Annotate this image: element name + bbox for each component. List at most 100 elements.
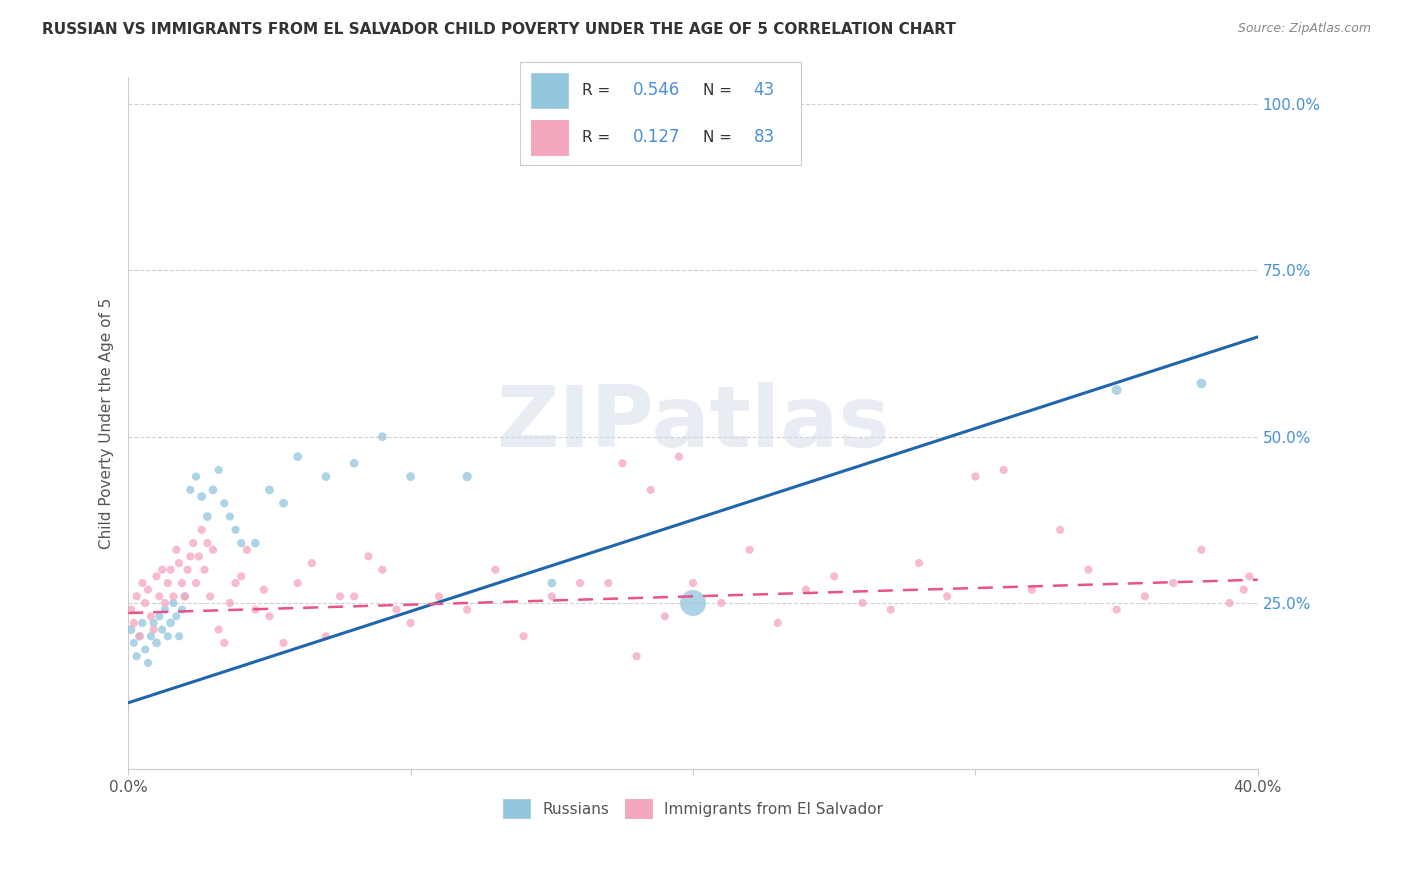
Point — [219, 596, 242, 610]
Point — [245, 536, 267, 550]
Point — [1189, 376, 1212, 391]
Point — [165, 609, 187, 624]
Point — [187, 549, 209, 564]
Point — [259, 609, 281, 624]
Point — [710, 596, 733, 610]
Point — [179, 549, 201, 564]
Point — [148, 590, 170, 604]
Point — [153, 596, 176, 610]
Point — [136, 656, 159, 670]
Point — [150, 623, 173, 637]
Point — [231, 536, 253, 550]
Point — [142, 615, 165, 630]
Point — [125, 590, 148, 604]
Point — [1133, 590, 1156, 604]
Point — [273, 496, 295, 510]
Point — [612, 456, 634, 470]
Bar — [531, 73, 568, 108]
Point — [122, 636, 145, 650]
Point — [654, 609, 676, 624]
Point — [1077, 563, 1099, 577]
Point — [273, 636, 295, 650]
Text: R =: R = — [582, 83, 616, 97]
Text: N =: N = — [703, 130, 737, 145]
Point — [569, 576, 592, 591]
Point — [179, 483, 201, 497]
Point — [371, 563, 394, 577]
Point — [156, 576, 179, 591]
Point — [122, 615, 145, 630]
Point — [329, 590, 352, 604]
Point — [880, 602, 903, 616]
Point — [315, 629, 337, 643]
Point — [173, 590, 195, 604]
Point — [1105, 383, 1128, 397]
Point — [512, 629, 534, 643]
Point — [167, 629, 190, 643]
Point — [598, 576, 620, 591]
Point — [287, 576, 309, 591]
Point — [682, 596, 704, 610]
Point — [399, 469, 422, 483]
Point — [190, 490, 212, 504]
Point — [139, 609, 162, 624]
Point — [142, 623, 165, 637]
Point — [136, 582, 159, 597]
Point — [120, 602, 142, 616]
Point — [301, 556, 323, 570]
Point — [207, 463, 229, 477]
Point — [540, 590, 562, 604]
Point — [201, 542, 224, 557]
Text: ZIPatlas: ZIPatlas — [496, 382, 890, 465]
Point — [170, 576, 193, 591]
Point — [150, 563, 173, 577]
Text: Source: ZipAtlas.com: Source: ZipAtlas.com — [1237, 22, 1371, 36]
Point — [1161, 576, 1184, 591]
Text: 0.546: 0.546 — [633, 81, 681, 99]
Text: R =: R = — [582, 130, 620, 145]
Text: 83: 83 — [754, 128, 775, 146]
Point — [207, 623, 229, 637]
Point — [190, 523, 212, 537]
Point — [184, 469, 207, 483]
Point — [145, 636, 167, 650]
Point — [640, 483, 662, 497]
Point — [1189, 542, 1212, 557]
Point — [128, 629, 150, 643]
Point — [201, 483, 224, 497]
Point — [1105, 602, 1128, 616]
Point — [287, 450, 309, 464]
Point — [965, 469, 987, 483]
Point — [908, 556, 931, 570]
Point — [134, 596, 156, 610]
Point — [231, 569, 253, 583]
Point — [993, 463, 1015, 477]
Point — [131, 615, 153, 630]
Point — [193, 563, 215, 577]
Point — [162, 596, 184, 610]
Point — [181, 536, 204, 550]
Point — [236, 542, 259, 557]
Point — [219, 509, 242, 524]
Point — [165, 542, 187, 557]
Point — [540, 576, 562, 591]
Point — [198, 590, 221, 604]
Point — [1021, 582, 1043, 597]
Point — [738, 542, 761, 557]
Point — [343, 590, 366, 604]
Point — [427, 590, 450, 604]
Point — [195, 509, 218, 524]
Point — [145, 569, 167, 583]
Point — [173, 590, 195, 604]
Bar — [531, 120, 568, 155]
Point — [484, 563, 506, 577]
Point — [167, 556, 190, 570]
Point — [214, 496, 236, 510]
Point — [128, 629, 150, 643]
Point — [851, 596, 873, 610]
Point — [794, 582, 817, 597]
Point — [1239, 569, 1261, 583]
Point — [668, 450, 690, 464]
Point — [315, 469, 337, 483]
Point — [162, 590, 184, 604]
